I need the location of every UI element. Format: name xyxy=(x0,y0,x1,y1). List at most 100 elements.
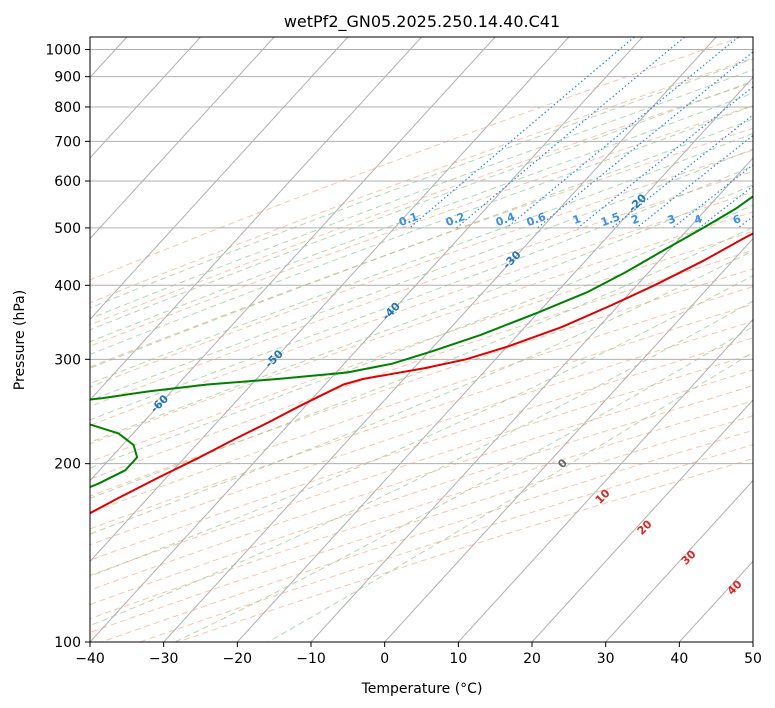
isotherm xyxy=(90,37,496,482)
moist-adiabat-label: 40 xyxy=(725,577,745,597)
mixing-ratio-line xyxy=(767,37,775,228)
x-tick-label: 20 xyxy=(523,651,541,667)
isotherm xyxy=(163,37,717,642)
isotherm xyxy=(90,37,349,321)
y-tick-label: 500 xyxy=(54,221,81,237)
isotherm-label: -70 xyxy=(31,439,54,462)
isotherm xyxy=(752,641,753,642)
isotherm xyxy=(605,479,753,642)
temperature-profile xyxy=(90,232,753,515)
isotherm xyxy=(90,37,422,401)
dry-adiabat xyxy=(90,353,753,576)
moist-adiabat xyxy=(90,118,753,369)
mixing-ratio-line xyxy=(611,114,753,229)
isotherm xyxy=(90,37,201,159)
mixing-ratio-line xyxy=(506,37,739,229)
dry-adiabat xyxy=(90,385,753,606)
x-tick-label: 30 xyxy=(597,651,615,667)
mixing-ratio-label: 0.4 xyxy=(494,210,517,229)
isotherm xyxy=(90,37,643,642)
mixing-ratio-label: 8 xyxy=(760,212,772,227)
dry-adiabat xyxy=(90,400,753,620)
profile-series xyxy=(90,195,753,515)
isotherm xyxy=(310,157,753,642)
y-tick-label: 800 xyxy=(54,100,81,116)
mixing-ratio-line xyxy=(537,51,753,229)
moist-adiabat xyxy=(267,351,753,642)
moist-adiabat xyxy=(90,204,753,469)
mixing-ratio-label: 0.1 xyxy=(397,210,420,229)
dry-adiabat xyxy=(90,37,742,281)
moist-adiabat xyxy=(90,300,753,627)
y-tick-label: 200 xyxy=(54,457,81,473)
dry-adiabat xyxy=(90,369,753,591)
dry-adiabat xyxy=(90,249,753,480)
y-tick-label: 600 xyxy=(54,174,81,190)
y-tick-label: 1000 xyxy=(45,43,81,59)
background-lines xyxy=(90,37,775,642)
moist-adiabat xyxy=(90,69,753,320)
y-tick-label: 700 xyxy=(54,134,81,150)
y-axis-label: Pressure (hPa) xyxy=(12,290,28,390)
mixing-ratio-label: 1.5 xyxy=(599,210,622,229)
isotherm-label: -10 xyxy=(751,135,774,158)
y-tick-label: 100 xyxy=(54,635,81,651)
isotherm xyxy=(90,37,570,563)
x-axis-ticks: −40 −30 −20 −10 0 10 20 30 40 50 xyxy=(75,642,762,667)
isotherm xyxy=(457,318,753,642)
chart-title: wetPf2_GN05.2025.250.14.40.C41 xyxy=(284,12,560,32)
y-tick-label: 900 xyxy=(54,70,81,86)
dewpoint-profile xyxy=(90,195,753,489)
dry-adiabat xyxy=(90,415,753,634)
moist-adiabat xyxy=(90,92,753,343)
mixing-ratio-label: 4 xyxy=(692,212,704,227)
y-tick-label: 400 xyxy=(54,278,81,294)
dry-adiabat xyxy=(90,268,753,497)
dry-adiabat xyxy=(90,320,753,546)
mixing-ratio-line xyxy=(636,134,753,229)
mixing-ratio-label: 0.6 xyxy=(525,210,548,229)
x-tick-label: −10 xyxy=(296,651,326,667)
isotherm xyxy=(384,237,753,642)
moist-adiabat xyxy=(90,274,753,577)
moist-adiabat xyxy=(90,105,753,355)
mixing-ratio-line xyxy=(698,185,753,229)
x-tick-label: −20 xyxy=(223,651,253,667)
mixing-ratio-label: 6 xyxy=(731,212,743,227)
x-tick-label: 50 xyxy=(744,651,762,667)
line-labels: 0.10.20.40.611.52346810131620253036-100-… xyxy=(31,135,774,598)
dry-adiabat xyxy=(90,337,753,561)
x-axis-label: Temperature (°C) xyxy=(361,681,483,697)
dry-adiabat xyxy=(90,191,753,426)
dry-adiabat xyxy=(139,444,753,642)
mixing-ratio-line xyxy=(737,215,753,229)
mixing-ratio-line xyxy=(456,37,685,229)
moist-adiabat xyxy=(90,58,753,309)
dry-adiabat xyxy=(90,170,753,408)
dry-adiabat xyxy=(90,149,753,388)
moist-adiabat xyxy=(90,165,753,421)
dry-adiabat xyxy=(101,429,753,642)
isotherm xyxy=(236,76,753,642)
dry-adiabat xyxy=(90,303,753,530)
plot-frame xyxy=(89,36,754,643)
x-tick-label: −30 xyxy=(149,651,179,667)
y-tick-label: 300 xyxy=(54,352,81,368)
x-tick-label: 40 xyxy=(670,651,688,667)
moist-adiabat xyxy=(90,148,753,402)
x-tick-label: 0 xyxy=(380,651,389,667)
moist-adiabat-label: 10 xyxy=(593,486,613,506)
mixing-ratio-label: 2 xyxy=(629,212,641,227)
isotherm xyxy=(90,37,275,240)
moist-adiabat-label: 20 xyxy=(635,517,655,537)
dry-adiabat xyxy=(90,211,753,445)
moist-adiabat xyxy=(90,226,753,499)
isotherm xyxy=(531,399,753,642)
dry-adiabat xyxy=(90,230,753,463)
x-tick-label: 10 xyxy=(449,651,467,667)
mixing-ratio-label: 3 xyxy=(666,212,678,227)
mixing-ratio-label: 1 xyxy=(571,212,583,227)
x-tick-label: −40 xyxy=(75,651,105,667)
mixing-ratio-line xyxy=(672,164,753,229)
